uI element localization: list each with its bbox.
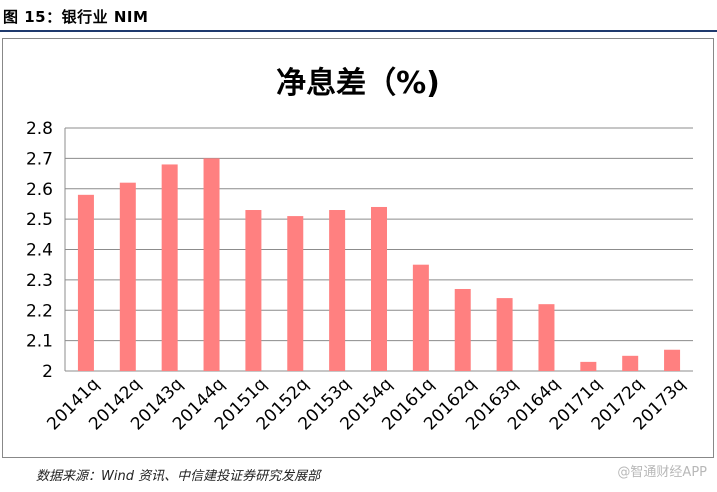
y-tick-label: 2.6 (26, 180, 53, 200)
bar-20152q (287, 216, 304, 371)
bars (77, 158, 681, 371)
y-tick-label: 2.4 (26, 241, 53, 261)
chart-panel: 净息差（%) 2 2.1 2.2 2.3 2.4 2.5 2.6 2.7 2.8 20141q 2… (2, 38, 714, 458)
bar-20143q (161, 164, 178, 371)
bar-20161q (412, 264, 429, 371)
figure-header: 图 15：银行业 NIM (0, 0, 717, 32)
bar-20163q (496, 298, 513, 371)
chart-title: 净息差（%) (276, 66, 440, 101)
source-note: 数据来源：Wind 资讯、中信建投证券研究发展部 (36, 469, 321, 484)
y-tick-label: 2.2 (26, 301, 53, 321)
watermark: @智通财经APP (617, 465, 707, 480)
bar-20172q (622, 355, 639, 371)
bar-20151q (245, 210, 262, 371)
bar-20154q (371, 206, 387, 371)
y-tick-label: 2.8 (26, 119, 53, 139)
bar-20173q (664, 349, 681, 371)
bar-20162q (454, 288, 471, 371)
bar-20144q (203, 158, 220, 371)
bar-20171q (580, 361, 597, 371)
y-tick-label: 2.1 (26, 332, 53, 352)
x-tick-labels: 20141q20142q20143q20144q20151q20152q2015… (43, 374, 689, 434)
y-tick-label: 2 (42, 362, 53, 382)
y-tick-label: 2.3 (26, 271, 53, 291)
y-tick-label: 2.7 (26, 149, 53, 169)
figure-label: 图 15：银行业 NIM (3, 8, 149, 26)
bar-20153q (329, 210, 346, 371)
y-tick-label: 2.5 (26, 210, 53, 230)
y-tick-labels: 2 2.1 2.2 2.3 2.4 2.5 2.6 2.7 2.8 (26, 119, 53, 382)
bar-20142q (119, 182, 136, 371)
bar-20141q (77, 194, 94, 371)
bar-chart: 净息差（%) 2 2.1 2.2 2.3 2.4 2.5 2.6 2.7 2.8 20141q2… (26, 66, 693, 434)
bar-20164q (538, 304, 555, 371)
